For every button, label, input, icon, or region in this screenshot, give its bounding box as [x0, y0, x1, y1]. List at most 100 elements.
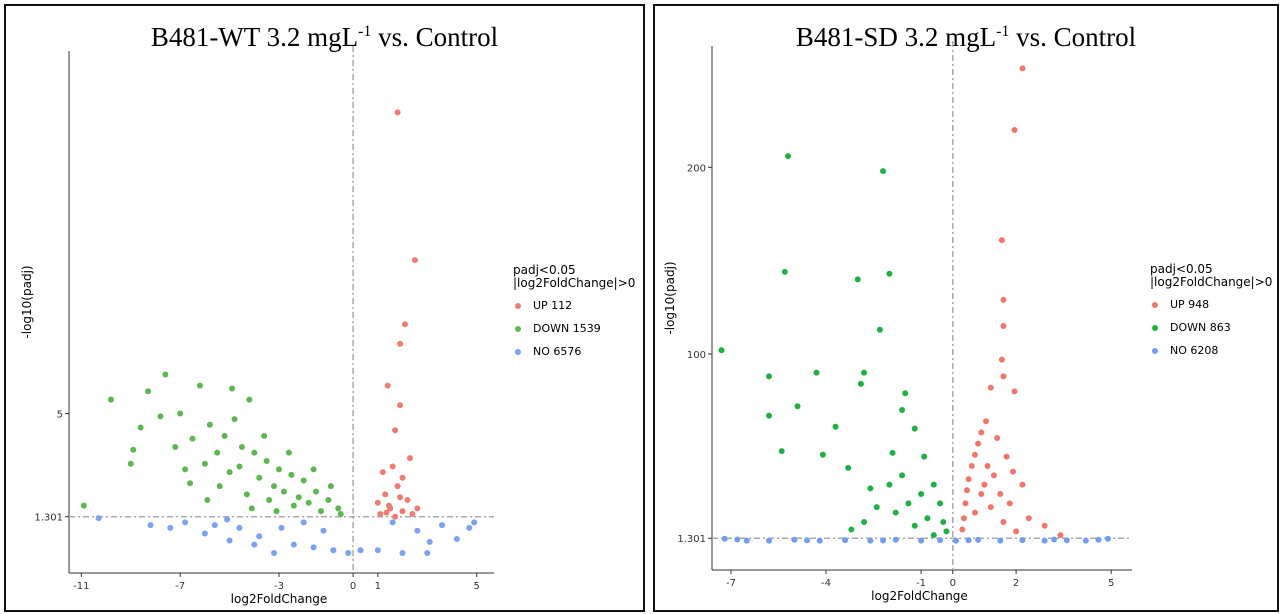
data-point-no	[167, 524, 174, 531]
data-point-down	[189, 435, 196, 442]
data-point-down	[288, 471, 295, 478]
data-point-up	[379, 469, 386, 476]
legend-title-line-2: |log2FoldChange|>0	[513, 276, 636, 290]
data-point-up	[998, 237, 1005, 244]
data-point-no	[965, 537, 972, 544]
data-point-no	[734, 536, 741, 543]
data-point-up	[374, 499, 381, 506]
data-point-down	[937, 500, 944, 507]
data-point-down	[794, 403, 801, 410]
data-point-no	[226, 537, 233, 544]
data-point-no	[300, 519, 307, 526]
data-point-down	[899, 407, 906, 413]
data-point-no	[345, 550, 352, 556]
data-point-up	[409, 510, 416, 517]
data-point-down	[290, 502, 297, 509]
data-point-down	[848, 526, 855, 533]
x-tick-label: 1	[375, 581, 381, 592]
data-point-up	[975, 440, 982, 447]
data-point-down	[889, 449, 896, 456]
data-point-up	[397, 494, 404, 501]
data-point-down	[216, 483, 223, 490]
legend-dot-icon	[515, 348, 521, 355]
data-point-down	[145, 388, 152, 395]
volcano-plot-wt: -11 -7 -3 0 1 5 1.301 5 log2FoldChange -log10(pad…	[20, 46, 494, 606]
data-point-no	[211, 522, 218, 529]
legend-item-up: UP 112	[513, 294, 635, 317]
data-point-up	[1000, 323, 1007, 329]
data-point-down	[813, 369, 820, 376]
data-point-no	[320, 527, 327, 534]
data-point-down	[201, 460, 208, 467]
data-point-down	[819, 451, 826, 458]
data-point-up	[394, 109, 401, 116]
data-point-down	[924, 515, 931, 522]
data-point-up	[990, 472, 997, 479]
data-point-up	[385, 502, 392, 509]
data-point-down	[880, 168, 887, 175]
x-tick-label: 2	[1013, 578, 1019, 589]
data-point-up	[399, 508, 406, 515]
data-point-down	[892, 509, 899, 516]
data-point-down	[271, 483, 278, 490]
y-tick-label: 5	[57, 410, 63, 421]
data-point-up	[962, 500, 969, 507]
data-point-up	[1041, 522, 1048, 529]
data-point-down	[785, 153, 792, 160]
data-point-down	[130, 446, 137, 453]
data-point-no	[310, 544, 317, 551]
data-point-down	[172, 444, 179, 451]
data-point-down	[845, 464, 852, 471]
data-point-no	[236, 524, 243, 531]
data-point-no	[251, 541, 258, 548]
data-point-down	[177, 410, 184, 417]
data-point-down	[204, 497, 211, 504]
data-point-up	[1019, 65, 1026, 72]
data-point-no	[766, 537, 773, 544]
data-point-up	[959, 526, 966, 533]
data-point-down	[182, 466, 189, 473]
chart-title: B481-SD 3.2 mgL-1 vs. Control	[795, 22, 1137, 52]
data-point-no	[937, 537, 944, 544]
data-point-down	[778, 448, 785, 455]
data-point-down	[918, 491, 925, 497]
data-point-down	[854, 276, 861, 283]
data-point-down	[236, 463, 243, 470]
data-point-no	[804, 537, 811, 544]
data-point-down	[861, 519, 868, 525]
data-point-down	[280, 488, 287, 495]
data-point-down	[940, 519, 947, 525]
data-point-down	[867, 485, 874, 492]
data-point-up	[414, 505, 421, 512]
data-point-down	[127, 460, 134, 467]
data-point-down	[327, 483, 334, 490]
data-point-down	[214, 449, 221, 456]
data-point-up	[978, 491, 985, 497]
data-point-down	[266, 497, 273, 504]
data-point-no	[453, 536, 460, 543]
legend-dot-icon	[1152, 324, 1158, 331]
data-point-up	[399, 474, 406, 481]
data-point-up	[404, 497, 411, 504]
y-tick-label: 1.301	[677, 534, 706, 545]
data-point-down	[231, 416, 238, 423]
data-point-up	[1011, 388, 1018, 395]
legend-item-down: DOWN 1539	[513, 317, 635, 340]
data-point-no	[791, 536, 798, 543]
data-point-down	[335, 505, 342, 512]
data-point-no	[224, 516, 231, 523]
data-point-down	[243, 491, 250, 498]
data-point-down	[206, 421, 213, 428]
data-point-no	[290, 541, 297, 548]
data-point-up	[397, 340, 404, 347]
data-point-no	[918, 537, 925, 544]
data-point-down	[238, 444, 245, 451]
data-point-up	[394, 483, 401, 490]
data-point-down	[899, 472, 906, 479]
x-tick-label: -7	[726, 578, 736, 589]
data-point-down	[276, 466, 282, 473]
data-point-up	[978, 429, 985, 436]
data-point-no	[1019, 537, 1026, 544]
data-point-no	[816, 537, 823, 544]
data-point-no	[374, 547, 381, 554]
